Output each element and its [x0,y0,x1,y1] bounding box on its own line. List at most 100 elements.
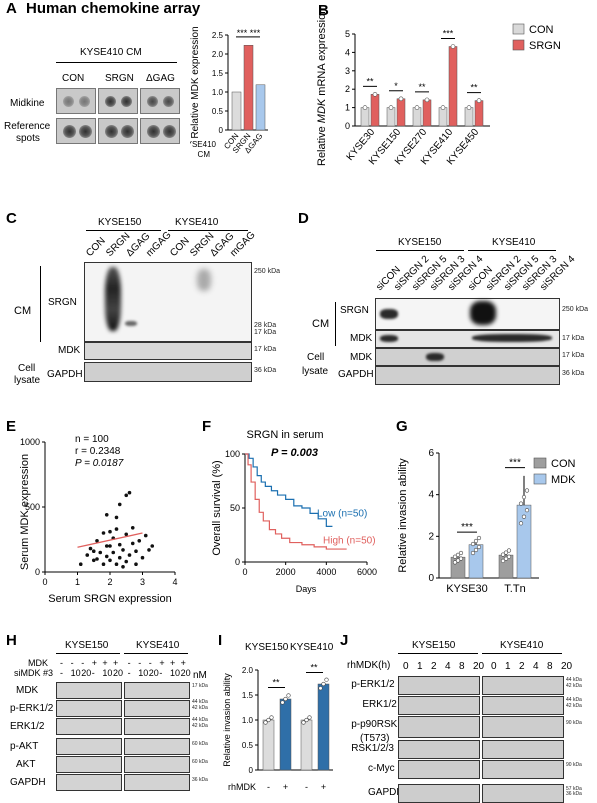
c-gapdh-label: GAPDH [47,369,83,380]
j-time-label: 2 [431,661,437,672]
i-point [324,677,329,682]
panel-j-letter: J [340,632,349,649]
c-mdk-blot [84,342,252,360]
e-point [127,490,132,495]
g-point [473,547,479,553]
panel-d-letter: D [298,210,309,227]
a-ytick-label: 0 [219,126,224,135]
e-point [111,550,116,555]
f-xlabel: Days [296,584,317,594]
e-point [130,541,135,546]
h-si-value: 10 [102,668,113,678]
e-point [91,549,96,553]
j-time-label: 8 [459,661,465,672]
h-si-value: 20 [180,668,191,678]
d-srgn-label: SRGN [340,305,369,316]
j-blot-kyse150 [398,740,480,759]
h-marker: 44 kDa [192,699,208,705]
h-mdk-sign: - [127,658,131,668]
c-lysate-label: lysate [14,375,41,386]
g-sig: *** [461,522,473,533]
j-marker: 90 kDa [566,720,582,726]
j-band-label: p-ERK1/2 [351,679,395,690]
d-cell-label: Cell [307,352,325,363]
i-ytick-label: 0.5 [242,741,254,750]
g-xtick-label: KYSE30 [446,583,488,595]
e-point [104,544,109,548]
b-point [398,96,404,102]
h-mdk-sign: + [102,658,108,668]
b-bar [386,107,396,127]
panel-f-letter: F [202,418,212,435]
h-si-value: 20 [148,668,159,678]
e-point [114,562,119,566]
e-point [124,559,129,564]
j-blot-kyse150 [398,716,480,738]
panel-h-letter: H [6,632,17,649]
b-bar [474,100,484,127]
f-series-line [245,453,347,550]
g-point [452,554,458,559]
h-si-label: siMDK #3 [14,668,54,678]
g-ytick-label: 6 [428,448,434,459]
c-srgn-blot [84,262,252,342]
e-point [78,562,83,566]
j-blot-kyse150 [398,696,480,715]
panel-g-letter: G [396,418,408,435]
j-time-label: 8 [547,661,553,672]
d-lysate-label: lysate [302,366,329,377]
j-time-label: 2 [519,661,525,672]
b-bar [464,107,474,127]
f-ytick-label: 0 [235,557,240,567]
b-legend-swatch [512,39,525,51]
h-si-value: - [60,668,63,678]
g-legend-swatch [533,473,547,485]
i-point [307,715,312,720]
i-ylabel: Relative invasion ability [222,673,232,767]
b-ytick-label: 1 [345,103,350,113]
a-ytick-label: 2.0 [212,50,224,59]
b-point [440,105,446,110]
a-ytick-label: 0.5 [212,107,224,116]
i-bar [262,719,275,771]
array-row-midkine: Midkine [10,98,45,109]
h-si-value: - [127,668,131,678]
h-blot-kyse410 [124,700,190,717]
e-xtick-label: 1 [75,577,80,587]
j-time-label: 20 [561,661,573,672]
g-point [476,535,482,541]
j-time-label: 0 [403,661,409,672]
h-mdk-sign: + [180,658,186,668]
a-group-label: KYSE410 [190,140,217,149]
j-marker: 44 kDa [566,677,582,683]
h-mdk-label: MDK [28,658,48,668]
j-blot-kyse410 [482,696,564,715]
panel-f-survival-chart: SRGN in serum P = 0.003 Overall survival (… [211,429,377,594]
array-col-srgn: SRGN [105,73,134,84]
c-line-kyse150: KYSE150 [98,217,142,228]
a-bar [255,84,266,131]
e-xtick-label: 4 [172,577,177,587]
array-cell-0-1 [98,88,138,114]
i-sign: + [321,782,326,792]
e-point [108,558,112,563]
array-cell-0-0 [56,88,96,114]
d-cm-label: CM [312,318,330,330]
d-mdk2-label: MDK [350,352,373,363]
g-point [500,552,506,557]
g-point [455,558,461,563]
d-line-kyse410: KYSE410 [492,237,536,248]
h-marker: 44 kDa [192,717,208,723]
b-ytick-label: 0 [345,121,350,131]
j-blot-kyse150 [398,760,480,779]
h-blot-kyse150 [56,700,122,717]
g-point [518,521,524,526]
g-point [518,501,524,506]
h-band-label: ERK1/2 [10,721,45,732]
g-legend-swatch [533,457,547,469]
h-si-value: 20 [81,668,92,678]
i-point [286,693,291,698]
g-point [503,550,509,555]
e-xlabel: Serum SRGN expression [48,593,172,605]
b-bar [396,98,406,127]
